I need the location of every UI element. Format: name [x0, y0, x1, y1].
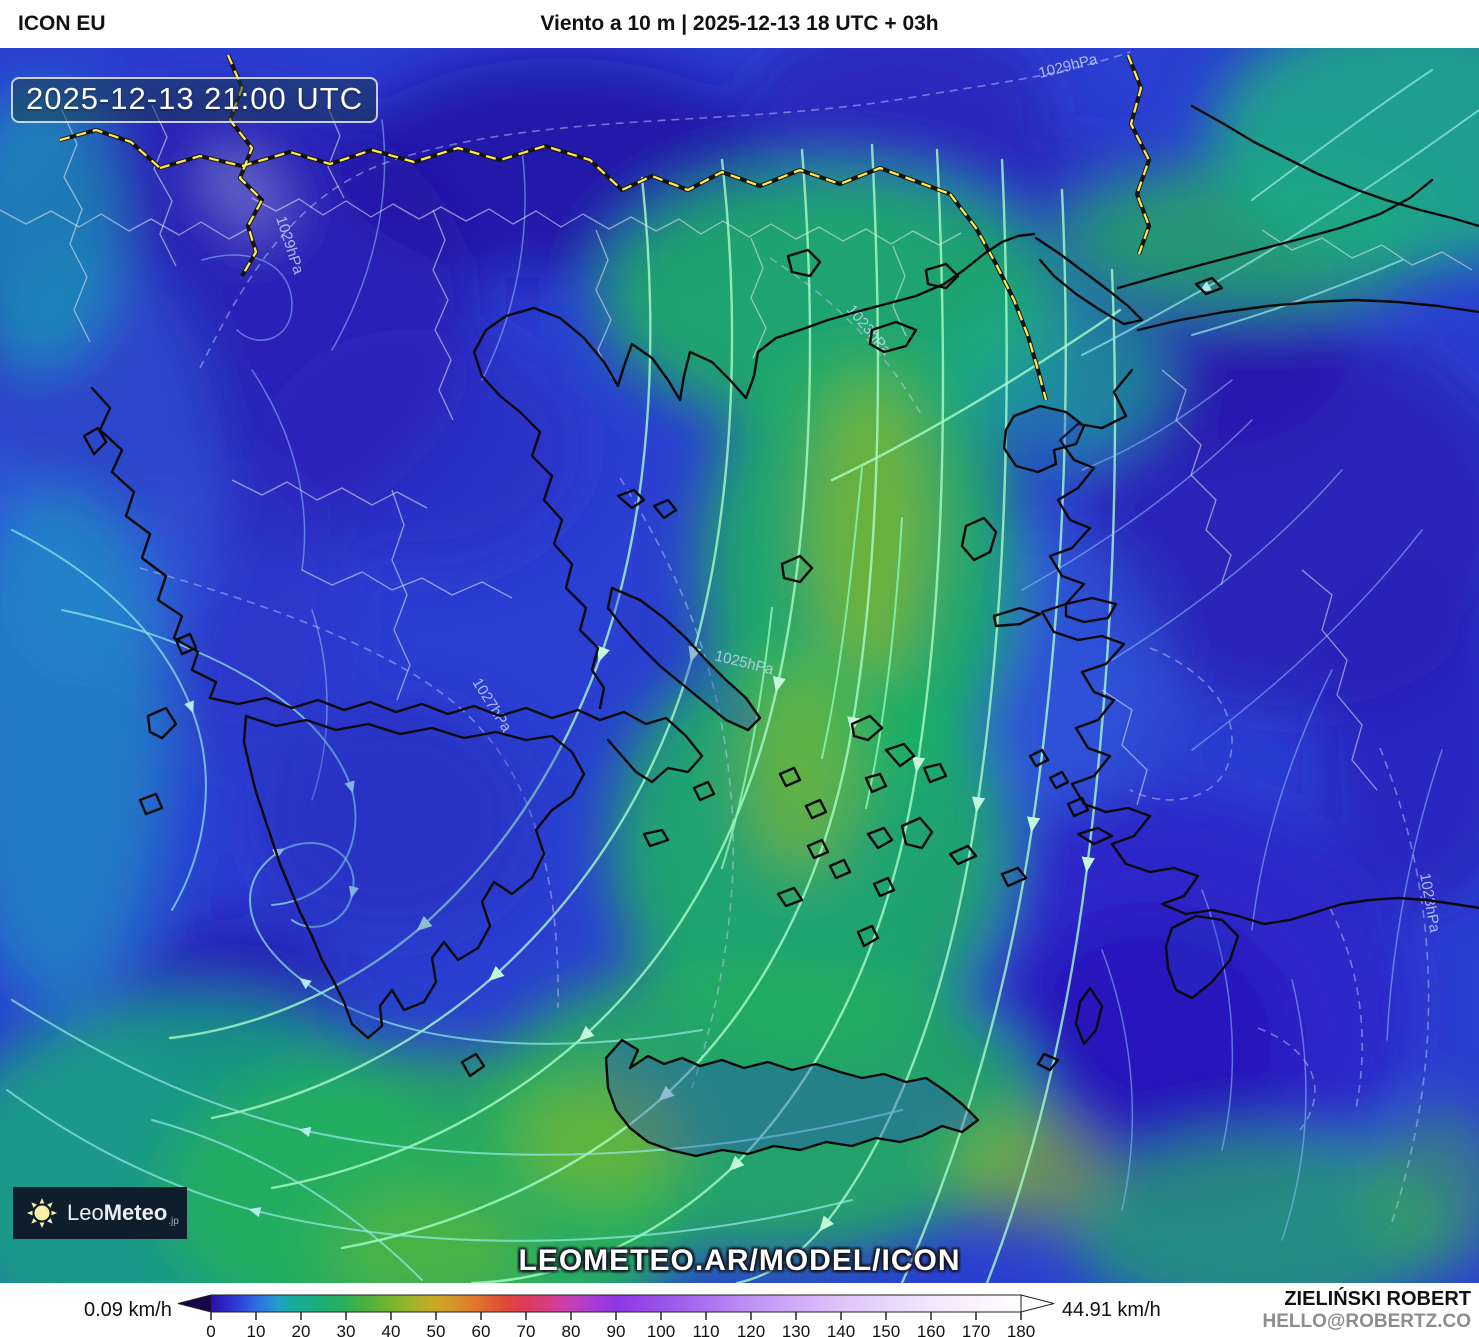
colorbar-tick-label: 120	[737, 1322, 765, 1337]
colorbar-tick-label: 70	[516, 1322, 535, 1337]
credits-block: ZIELIŃSKI ROBERT HELLO@ROBERTZ.CO	[1262, 1288, 1471, 1332]
admin-borders	[0, 104, 1473, 806]
colorbar-tick-label: 130	[782, 1322, 810, 1337]
colorbar-tick-label: 0	[206, 1322, 215, 1337]
colorbar-left-arrow	[177, 1294, 212, 1313]
logo-wordmark: LeoMeteo.jp	[67, 1199, 179, 1227]
colorbar-tick-label: 100	[647, 1322, 675, 1337]
sun-icon	[27, 1198, 57, 1228]
colorbar-ticks: 0 10 20 30 40 50 60 70 80 90 100 110 120 130 140 150 160…	[206, 1312, 1035, 1337]
colorbar-tick-label: 60	[471, 1322, 490, 1337]
colorbar-tick-label: 30	[336, 1322, 355, 1337]
header-bar: Viento a 10 m | 2025-12-13 18 UTC + 03h …	[0, 0, 1479, 48]
colorbar-tick-label: 150	[872, 1322, 900, 1337]
leometeo-logo: LeoMeteo.jp	[13, 1187, 187, 1239]
wind-streamlines	[6, 69, 1479, 1283]
map-title: Viento a 10 m | 2025-12-13 18 UTC + 03h	[540, 12, 939, 35]
credit-contact: HELLO@ROBERTZ.CO	[1262, 1310, 1471, 1332]
colorbar-tick-label: 20	[291, 1322, 310, 1337]
colorbar-right-arrow	[1020, 1294, 1054, 1313]
colorbar-gradient	[210, 1294, 1022, 1313]
colorbar-tick-label: 90	[606, 1322, 625, 1337]
scale-min-value: 0.09 km/h	[84, 1298, 172, 1321]
colorbar-tick-label: 170	[962, 1322, 990, 1337]
colorbar-tick-label: 140	[827, 1322, 855, 1337]
country-borders	[59, 54, 1152, 401]
credit-name: ZIELIŃSKI ROBERT	[1284, 1288, 1471, 1311]
colorbar-tick-label: 180	[1007, 1322, 1035, 1337]
colorbar-tick-label: 80	[561, 1322, 580, 1337]
colorbar-tick-label: 110	[692, 1322, 719, 1337]
model-label: ICON EU	[18, 12, 106, 35]
coastlines	[82, 104, 1479, 1158]
colorbar-tick-label: 160	[917, 1322, 945, 1337]
colorbar-tick-label: 50	[426, 1322, 445, 1337]
colorbar-tick-label: 10	[246, 1322, 265, 1337]
timestamp-overlay: 2025-12-13 21:00 UTC	[11, 77, 379, 123]
wind-speed-colorbar: 0 10 20 30 40 50 60 70 80 90 100 110 120 130 140 150 160…	[177, 1294, 1054, 1337]
scale-max-value: 44.91 km/h	[1061, 1298, 1161, 1321]
watermark-url: LEOMETEO.AR/MODEL/ICON	[518, 1244, 961, 1277]
footer-bar: 0.09 km/h 0 10 20 30 40 50 60 70 80 90 100 110 120 13…	[0, 1283, 1479, 1337]
wind-map-canvas: 1029hPa1029hPa1027hPa1025hPa1023hPa1023h…	[0, 48, 1479, 1283]
map-area: 1029hPa 1029hPa 1027hPa 1025hPa 1023hPa 1023h…	[0, 48, 1479, 1283]
colorbar-tick-label: 40	[381, 1322, 400, 1337]
